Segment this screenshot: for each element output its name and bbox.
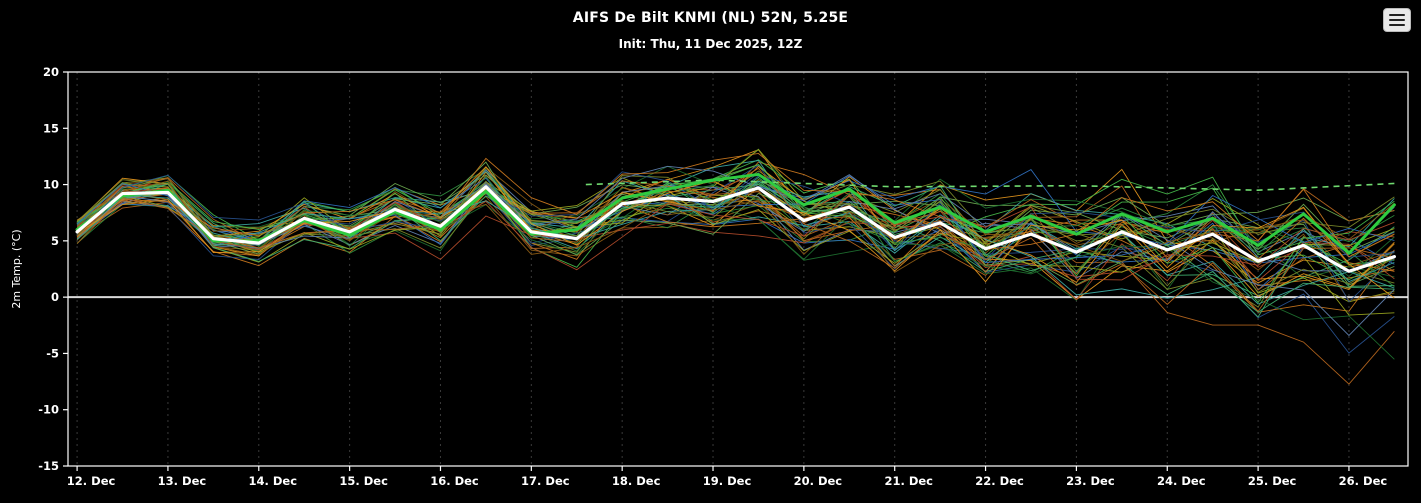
y-tick-label: -15 [38, 459, 59, 473]
temperature-plume-chart: 12. Dec 13. Dec 14. Dec 15. Dec 16. Dec 17. D… [0, 58, 1421, 499]
y-tick-label: 10 [43, 178, 59, 192]
x-tick-label: 19. Dec [703, 474, 752, 488]
hamburger-icon [1389, 11, 1405, 29]
x-tick-label: 22. Dec [975, 474, 1024, 488]
y-tick-label: 0 [51, 290, 59, 304]
x-tick-label: 18. Dec [612, 474, 661, 488]
plume-svg: 12. Dec 13. Dec 14. Dec 15. Dec 16. Dec 17. D… [10, 65, 1409, 488]
x-tick-label: 16. Dec [430, 474, 479, 488]
y-axis-title: 2m Temp. (°C) [10, 229, 23, 308]
x-tick-label: 21. Dec [884, 474, 933, 488]
y-tick-label: -5 [46, 346, 59, 360]
reference-dashed-line [585, 179, 1395, 192]
ensemble-member-line [76, 153, 1395, 258]
x-tick-label: 13. Dec [158, 474, 207, 488]
ensemble-member-line [76, 183, 1395, 301]
x-tick-label: 26. Dec [1339, 474, 1388, 488]
ensemble-member-line [76, 180, 1395, 273]
x-tick-label: 23. Dec [1066, 474, 1115, 488]
chart-header: AIFS De Bilt KNMI (NL) 52N, 5.25E Init: … [0, 0, 1421, 58]
x-tick-label: 17. Dec [521, 474, 570, 488]
ensemble-member-line [76, 169, 1395, 273]
x-tick-label: 20. Dec [794, 474, 843, 488]
ensemble-member-line [76, 165, 1395, 337]
ensemble-member-line [76, 167, 1395, 312]
chart-title: AIFS De Bilt KNMI (NL) 52N, 5.25E [572, 10, 849, 26]
x-tick-label: 14. Dec [249, 474, 298, 488]
x-tick-label: 12. Dec [67, 474, 116, 488]
x-tick-label: 15. Dec [339, 474, 388, 488]
chart-init-time: Init: Thu, 11 Dec 2025, 12Z [618, 37, 803, 51]
menu-button[interactable] [1383, 8, 1411, 32]
ensemble-mean-line [75, 185, 1396, 273]
x-tick-label: 24. Dec [1157, 474, 1206, 488]
y-tick-label: 20 [43, 65, 59, 79]
y-tick-label: -10 [38, 403, 59, 417]
y-tick-label: 5 [51, 234, 59, 248]
ensemble-member-line [76, 189, 1395, 308]
ensemble-member-line [76, 148, 1395, 316]
ensemble-member-line [76, 165, 1395, 298]
y-tick-label: 15 [43, 121, 59, 135]
plot-border [67, 71, 1409, 467]
ensemble-member-line [76, 160, 1395, 264]
x-tick-label: 25. Dec [1248, 474, 1297, 488]
